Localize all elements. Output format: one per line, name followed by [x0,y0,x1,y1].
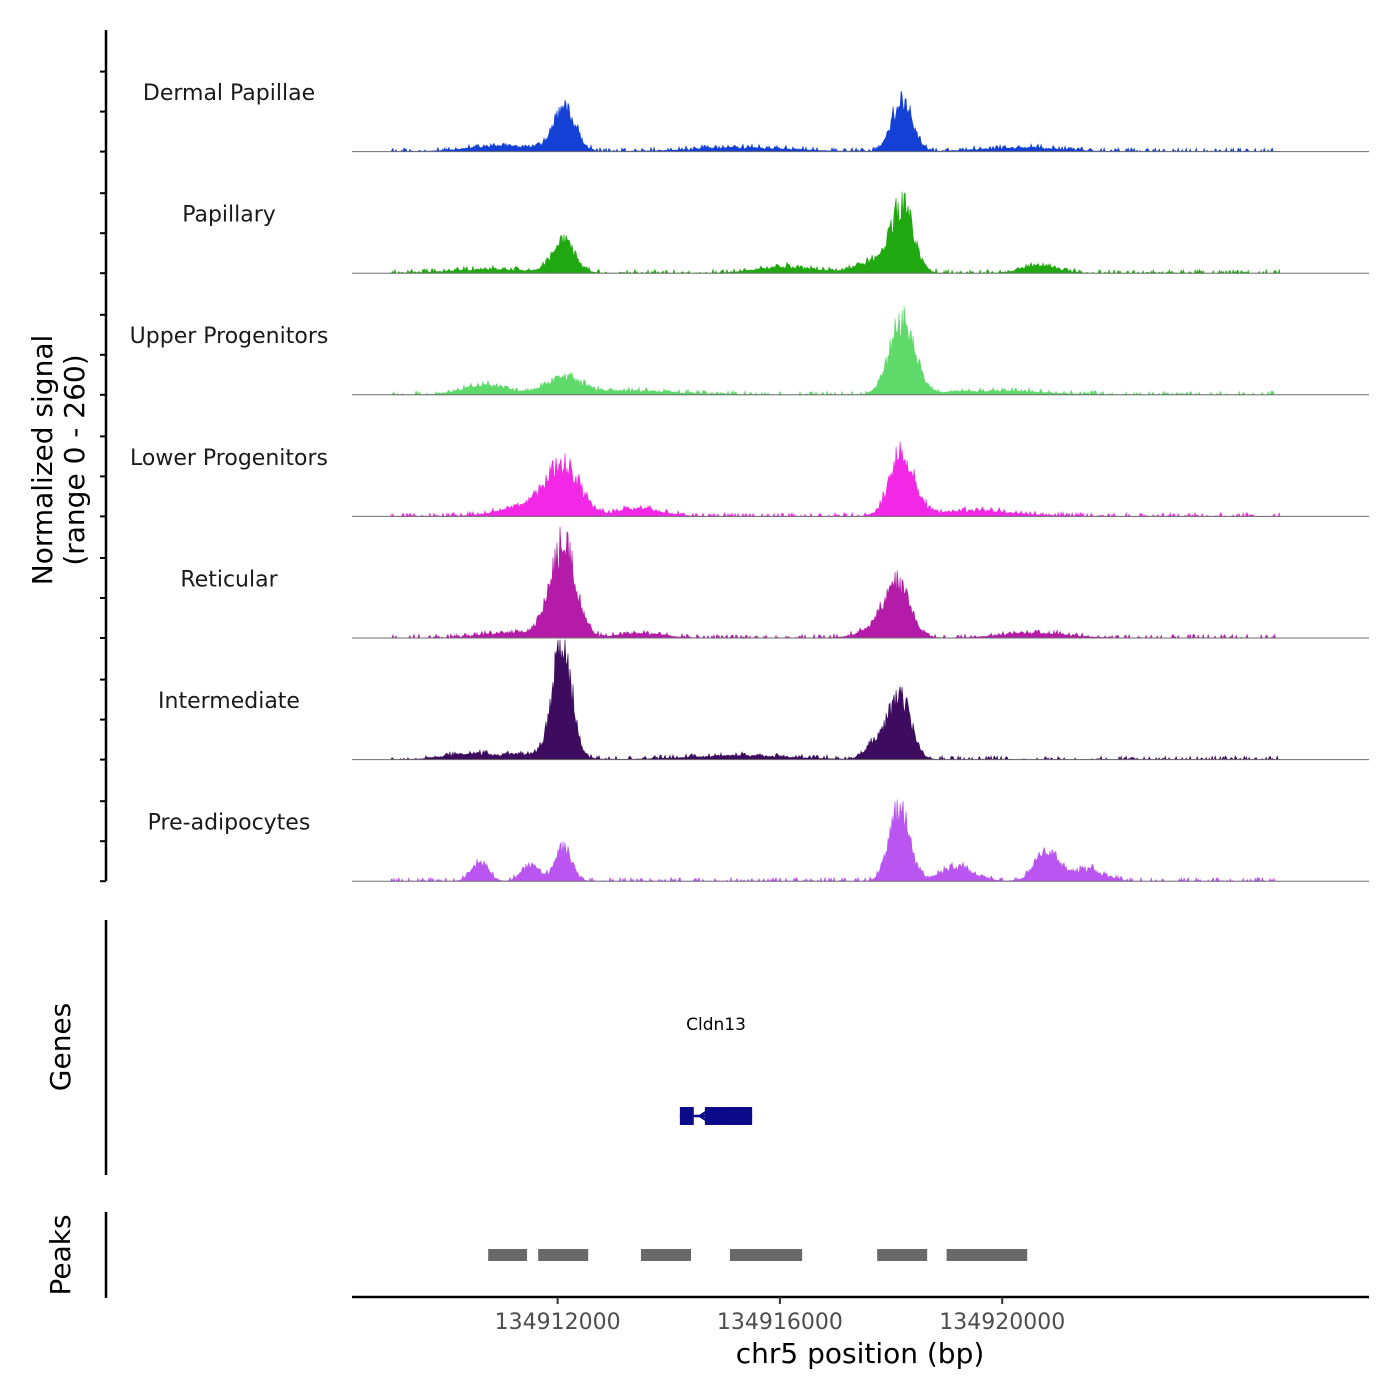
track-reticular: Reticular [180,526,1369,640]
signal-area [390,90,1281,153]
x-tick-label: 134916000 [717,1310,843,1335]
signal-area [390,526,1281,640]
y-axis-title-line2: (range 0 - 260) [58,354,91,565]
track-label: Lower Progenitors [130,446,328,471]
peaks-panel: Peaks [44,1212,1028,1298]
track-label: Dermal Papillae [143,81,315,106]
track-upper-progenitors: Upper Progenitors [130,306,1369,396]
track-label: Upper Progenitors [130,324,329,349]
signal-area [390,441,1281,518]
signal-area [390,799,1281,883]
track-intermediate: Intermediate [158,639,1369,761]
peaks-track-title: Peaks [44,1214,77,1295]
y-axis-title-line1: Normalized signal [26,335,59,586]
track-label: Intermediate [158,689,300,714]
signal-area [390,306,1281,396]
peak-region [640,1249,691,1261]
x-axis: chr5 position (bp) 134912000 134916000 134… [352,1295,1369,1370]
gene-exon [679,1107,694,1125]
peak-region [488,1249,528,1261]
strand-arrow-icon [697,1108,710,1124]
peak-region [946,1249,1028,1261]
track-pre-adipocytes: Pre-adipocytes [148,799,1369,883]
peak-region [877,1249,928,1261]
gene-label: Cldn13 [686,1015,746,1035]
track-label: Reticular [180,567,278,592]
signal-area [390,191,1281,275]
track-lower-progenitors: Lower Progenitors [130,441,1369,518]
peak-region [729,1249,803,1261]
genes-track-title: Genes [44,1003,77,1091]
track-papillary: Papillary [182,191,1369,275]
track-dermal-papillae: Dermal Papillae [143,81,1369,153]
peak-region [538,1249,589,1261]
signal-tracks: Dermal Papillae Papillary Upper Progenitor… [100,30,1369,883]
x-axis-title: chr5 position (bp) [736,1337,985,1370]
track-label: Papillary [182,203,276,228]
genes-panel: Genes Cldn13 [44,920,753,1175]
track-label: Pre-adipocytes [148,811,311,836]
gene-exon [704,1107,753,1125]
gene-cldn13: Cldn13 [679,1015,753,1125]
x-tick-label: 134920000 [939,1310,1065,1335]
signal-area [390,639,1281,761]
x-tick-label: 134912000 [495,1310,621,1335]
